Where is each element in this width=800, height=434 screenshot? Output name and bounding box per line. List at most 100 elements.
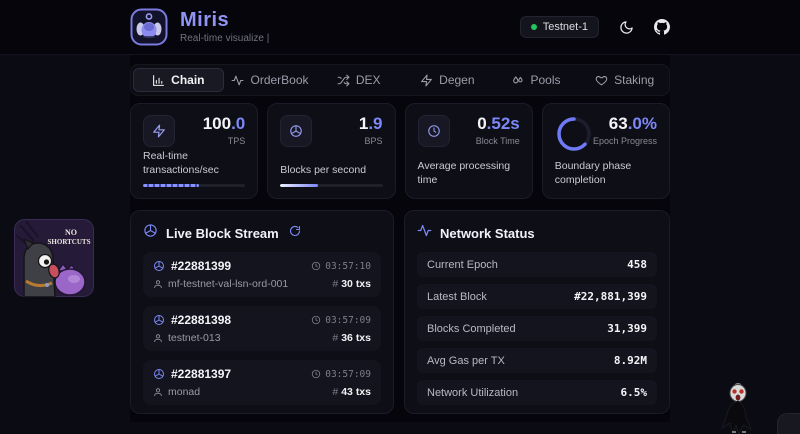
- block-cube-icon: [154, 315, 164, 325]
- net-label: Current Epoch: [427, 258, 498, 271]
- activity-icon: [417, 223, 432, 243]
- theme-toggle-moon-icon[interactable]: [619, 20, 634, 35]
- tps-description: Real-time transactions/sec: [143, 149, 219, 176]
- network-badge-label: Testnet-1: [542, 21, 588, 33]
- net-label: Avg Gas per TX: [427, 354, 505, 367]
- epoch-progress-unit: Epoch Progress: [592, 136, 657, 146]
- block-time: 03:57:09: [311, 369, 371, 380]
- no-shortcuts-sticker: NO SHORTCUTS: [14, 219, 94, 297]
- tab-orderbook[interactable]: OrderBook: [226, 65, 315, 95]
- stat-card-epoch-progress: 63.0% Epoch Progress Boundary phase comp…: [541, 103, 670, 199]
- app-header: Miris Real-time visualize | Testnet-1: [0, 0, 800, 55]
- block-cube-icon: [143, 223, 158, 243]
- network-badge[interactable]: Testnet-1: [519, 16, 599, 38]
- github-icon[interactable]: [654, 19, 670, 35]
- bps-progress-fill: [280, 184, 319, 187]
- stat-card-tps: 100.0 TPS Real-time transactions/sec: [130, 103, 259, 199]
- block-cube-icon: [154, 369, 164, 379]
- hash-icon: #: [332, 278, 339, 290]
- net-label: Blocks Completed: [427, 322, 516, 335]
- user-icon: [154, 280, 162, 289]
- panels-row: Live Block Stream #22881399 03:57:10: [130, 210, 670, 414]
- block-txs: #36 txs: [332, 332, 371, 344]
- sticker-text-line2: SHORTCUTS: [48, 238, 91, 246]
- app-subtitle: Real-time visualize |: [180, 33, 270, 44]
- block-txs: #43 txs: [332, 386, 371, 398]
- bar-chart-icon: [153, 74, 165, 86]
- tab-degen[interactable]: Degen: [403, 65, 492, 95]
- block-time-value: 0.52s: [477, 114, 520, 133]
- epoch-progress-value: 63.0%: [608, 114, 657, 133]
- hash-icon: #: [332, 386, 339, 398]
- network-status-title: Network Status: [440, 225, 535, 241]
- net-label: Network Utilization: [427, 386, 519, 399]
- tab-staking-label: Staking: [614, 73, 655, 87]
- refresh-icon[interactable]: [289, 224, 301, 242]
- droplets-icon: [512, 75, 523, 83]
- block-number: #22881397: [153, 367, 231, 381]
- block-txs: #30 txs: [332, 278, 371, 290]
- skeleton-dancer-figure: [721, 383, 752, 434]
- view-tabs: Chain OrderBook DEX Degen Pools Staking: [130, 64, 670, 96]
- net-value: 31,399: [607, 322, 647, 335]
- miris-logo-icon: [130, 8, 168, 46]
- bps-unit: BPS: [364, 136, 383, 146]
- block-cube-icon: [154, 261, 164, 271]
- block-number: #22881398: [153, 313, 231, 327]
- heart-icon: [595, 75, 608, 85]
- block-time-unit: Block Time: [475, 136, 520, 146]
- shuffle-icon: [337, 74, 350, 86]
- tab-dex[interactable]: DEX: [314, 65, 403, 95]
- net-value: 458: [627, 258, 647, 271]
- block-validator: monad: [153, 386, 200, 398]
- block-time-description: Average processing time: [417, 159, 511, 186]
- header-actions: Testnet-1: [519, 16, 670, 38]
- tab-chain-label: Chain: [171, 73, 205, 87]
- net-row-utilization: Network Utilization 6.5%: [417, 380, 657, 405]
- tab-orderbook-label: OrderBook: [250, 73, 309, 87]
- epoch-progress-description: Boundary phase completion: [554, 159, 632, 186]
- net-row-latest-block: Latest Block #22,881,399: [417, 284, 657, 309]
- block-entry[interactable]: #22881397 03:57:09 monad #43 txs: [143, 360, 381, 405]
- tps-progress-fill: [143, 184, 200, 187]
- bps-description: Blocks per second: [280, 163, 367, 176]
- clock-icon: [312, 369, 321, 379]
- network-status-panel: Network Status Current Epoch 458 Latest …: [404, 210, 670, 414]
- tab-staking[interactable]: Staking: [580, 65, 669, 95]
- hash-icon: #: [332, 332, 339, 344]
- stat-card-block-time: 0.52s Block Time Average processing time: [404, 103, 533, 199]
- tps-progress-track: [143, 184, 246, 187]
- block-validator: mf-testnet-val-lsn-ord-001: [153, 278, 288, 290]
- live-block-stream-title: Live Block Stream: [166, 225, 279, 241]
- net-value: 6.5%: [620, 386, 648, 399]
- clock-icon: [312, 315, 321, 325]
- dog-figure: [22, 237, 60, 297]
- corner-widget-button[interactable]: [777, 413, 800, 434]
- tps-value: 100.0: [202, 114, 246, 133]
- stats-row: 100.0 TPS Real-time transactions/sec 1.9…: [130, 103, 670, 199]
- block-entry[interactable]: #22881399 03:57:10 mf-testnet-val-lsn-or…: [143, 252, 381, 297]
- stat-card-bps: 1.9 BPS Blocks per second: [267, 103, 396, 199]
- app-title-block: Miris Real-time visualize |: [180, 10, 269, 44]
- block-cube-icon: [280, 115, 313, 147]
- activity-icon: [232, 75, 244, 85]
- tab-pools[interactable]: Pools: [492, 65, 581, 95]
- live-block-stream-panel: Live Block Stream #22881399 03:57:10: [130, 210, 394, 414]
- tab-chain[interactable]: Chain: [133, 68, 224, 92]
- zap-icon: [143, 115, 175, 147]
- progress-ring-icon: [557, 117, 591, 151]
- user-icon: [154, 388, 162, 397]
- sticker-text-line1: NO: [65, 228, 77, 237]
- tab-dex-label: DEX: [355, 73, 381, 87]
- block-entry[interactable]: #22881398 03:57:09 testnet-013 #36 txs: [143, 306, 381, 351]
- status-dot-icon: [530, 24, 537, 30]
- tab-degen-label: Degen: [439, 73, 475, 87]
- net-row-current-epoch: Current Epoch 458: [417, 252, 657, 277]
- user-icon: [154, 334, 162, 343]
- net-value: #22,881,399: [574, 290, 647, 303]
- block-time: 03:57:10: [311, 261, 371, 272]
- net-value: 8.92M: [613, 354, 647, 367]
- block-number: #22881399: [153, 259, 231, 273]
- clock-icon: [417, 115, 450, 147]
